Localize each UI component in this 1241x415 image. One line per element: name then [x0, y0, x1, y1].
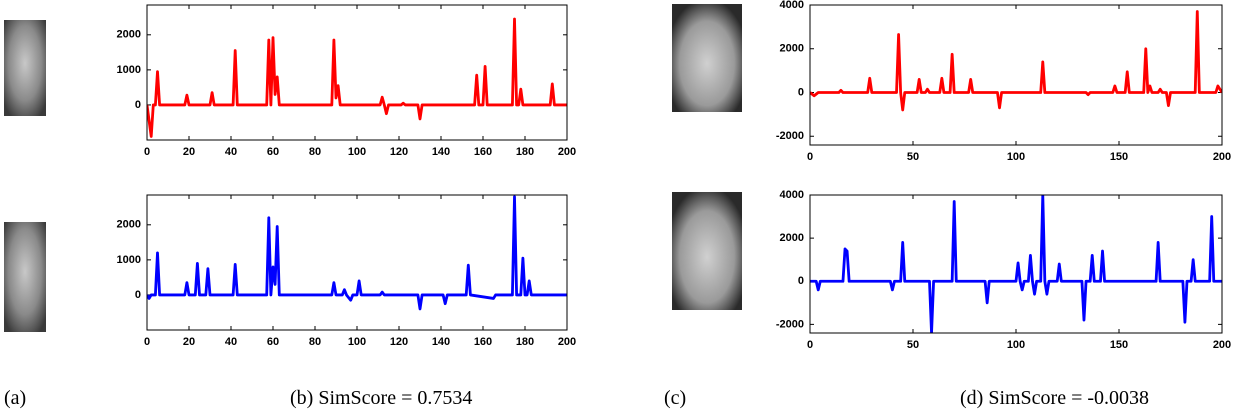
- y-tick-label: 2000: [780, 43, 804, 55]
- x-tick-label: 60: [267, 336, 279, 348]
- x-tick-label: 80: [309, 146, 321, 158]
- x-tick-label: 140: [432, 336, 450, 348]
- x-tick-label: 0: [807, 151, 813, 163]
- line: [147, 195, 567, 311]
- face-image: [4, 20, 46, 116]
- chart: 0 1000 2000 0 20 40 60 80 100 120 140 160 180 200: [117, 4, 576, 158]
- axes-box: [146, 4, 568, 141]
- x-tick-label: 160: [474, 146, 492, 158]
- x-tick-label: 40: [225, 146, 237, 158]
- x-tick-label: 180: [516, 146, 534, 158]
- x-tick-label: 180: [516, 336, 534, 348]
- x-tick-label: 60: [267, 146, 279, 158]
- x-tick-label: 200: [558, 336, 576, 348]
- line: [147, 17, 567, 138]
- y-tick-label: 0: [798, 86, 804, 98]
- y-tick-label: 1000: [117, 254, 141, 266]
- y-tick-label: 2000: [780, 232, 804, 244]
- y-tick-label: 2000: [117, 29, 141, 41]
- y-tick-label: 0: [135, 289, 141, 301]
- y-tick-label: 1000: [117, 64, 141, 76]
- caption: (a): [4, 387, 26, 409]
- y-tick-label: -2000: [776, 318, 804, 330]
- x-tick-label: 20: [183, 336, 195, 348]
- axes-box: [146, 194, 568, 331]
- x-tick-label: 200: [1213, 339, 1231, 351]
- x-tick-label: 140: [432, 146, 450, 158]
- y-tick-label: 4000: [780, 189, 804, 201]
- x-tick-label: 80: [309, 336, 321, 348]
- x-tick-label: 0: [144, 336, 150, 348]
- x-tick-label: 100: [348, 146, 366, 158]
- y-tick-label: 0: [135, 99, 141, 111]
- x-tick-label: 120: [390, 336, 408, 348]
- axes-box: [809, 4, 1223, 146]
- x-tick-label: 120: [390, 146, 408, 158]
- caption: (b) SimScore = 0.7534: [290, 387, 472, 409]
- x-tick-label: 200: [1213, 151, 1231, 163]
- x-tick-label: 20: [183, 146, 195, 158]
- x-tick-label: 150: [1110, 151, 1128, 163]
- x-tick-label: 150: [1110, 339, 1128, 351]
- face-image: [672, 192, 742, 310]
- x-tick-label: 50: [907, 151, 919, 163]
- x-tick-label: 100: [1007, 151, 1025, 163]
- x-tick-label: 100: [1007, 339, 1025, 351]
- x-tick-label: 160: [474, 336, 492, 348]
- y-tick-label: 0: [798, 275, 804, 287]
- x-tick-label: 100: [348, 336, 366, 348]
- chart: 0 1000 2000 0 20 40 60 80 100 120 140 160 180 200: [117, 194, 576, 348]
- face-images: [4, 4, 742, 332]
- caption: (c): [664, 387, 686, 409]
- y-tick-label: 2000: [117, 219, 141, 231]
- line: [810, 195, 1222, 333]
- caption: (d) SimScore = -0.0038: [960, 387, 1149, 409]
- face-image: [4, 222, 46, 332]
- x-tick-label: 40: [225, 336, 237, 348]
- x-tick-label: 0: [144, 146, 150, 158]
- x-tick-label: 50: [907, 339, 919, 351]
- face-image: [672, 4, 742, 112]
- y-tick-label: -2000: [776, 130, 804, 142]
- line: [810, 10, 1222, 112]
- axes-box: [809, 194, 1223, 334]
- y-tick-label: 4000: [780, 0, 804, 11]
- x-tick-label: 0: [807, 339, 813, 351]
- x-tick-label: 200: [558, 146, 576, 158]
